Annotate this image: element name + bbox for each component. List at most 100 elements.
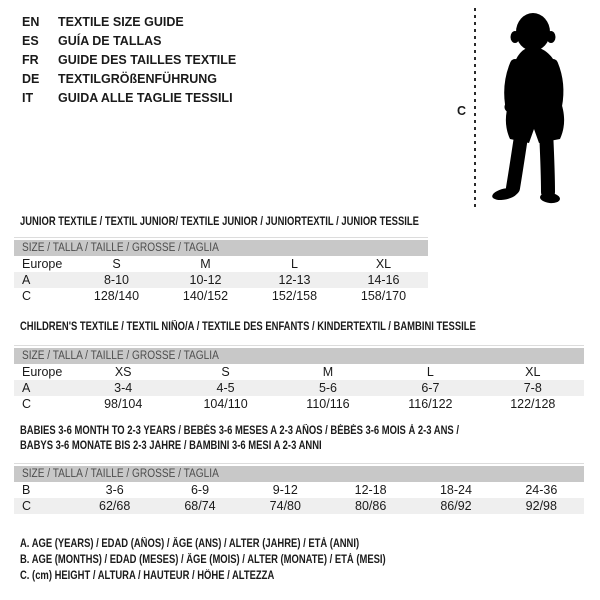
size-cell: XL [375, 257, 392, 271]
size-cell: 86/92 [413, 498, 499, 514]
lang-row-it: IT GUIDA ALLE TAGLIE TESSILI [22, 88, 236, 107]
lang-row-en: EN TEXTILE SIZE GUIDE [22, 12, 236, 31]
size-bar-label: SIZE / TALLA / TAILLE / GRÖSSE / TAGLIA [22, 350, 219, 362]
children-size-table: SIZE / TALLA / TAILLE / GRÖSSE / TAGLIA … [14, 348, 584, 412]
row-label: C [22, 397, 32, 411]
heading-text: CHILDREN'S TEXTILE / TEXTIL NIÑO/A / TEX… [20, 321, 476, 333]
size-cell: M [200, 257, 211, 271]
table-row-height: C 98/104 104/110 110/116 116/122 122/128 [14, 396, 584, 412]
size-cell: 5-6 [276, 380, 380, 396]
size-cell: 6-7 [379, 380, 482, 396]
divider [14, 463, 584, 464]
table-row-height: C 128/140 140/152 152/158 158/170 [14, 288, 428, 304]
heading-text-line1: BABIES 3-6 MONTH TO 2-3 YEARS / BEBÉS 3-… [20, 425, 459, 437]
size-cell: 18-24 [439, 483, 472, 497]
size-cell: M [322, 365, 334, 379]
size-cell: 9-12 [272, 483, 298, 497]
size-cell: 128/140 [93, 289, 140, 303]
lang-row-de: DE TEXTILGRÖßENFÜHRUNG [22, 69, 236, 88]
size-bar: SIZE / TALLA / TAILLE / GRÖSSE / TAGLIA [14, 348, 584, 364]
lang-title: GUÍA DE TALLAS [58, 33, 162, 48]
size-cell: L [291, 257, 298, 271]
size-cell: 104/110 [203, 397, 248, 411]
heading-text: JUNIOR TEXTILE / TEXTIL JUNIOR/ TEXTILE … [20, 216, 419, 228]
row-label: C [22, 289, 32, 303]
size-cell: 7-8 [481, 380, 584, 396]
row-label: Europe [22, 257, 63, 271]
size-cell: 152/158 [271, 289, 318, 303]
toddler-silhouette-icon [492, 13, 565, 204]
size-cell: 140/152 [182, 289, 229, 303]
size-cell: 24-36 [525, 483, 558, 497]
legend-text: C. (cm) HEIGHT / ALTURA / HAUTEUR / HÖHE… [20, 570, 275, 582]
size-cell: 62/68 [72, 498, 158, 514]
legend-line-a: A. AGE (YEARS) / EDAD (AÑOS) / ÂGE (ANS)… [20, 536, 466, 552]
size-cell: 110/116 [306, 397, 350, 411]
table-row-age: A 3-4 4-5 5-6 6-7 7-8 [14, 380, 584, 396]
heading-text-line2: BABYS 3-6 MONATE BIS 2-3 JAHRE / BAMBINI… [20, 440, 322, 452]
table-row-height: C 62/68 68/74 74/80 80/86 86/92 92/98 [14, 498, 584, 514]
size-cell: 12-13 [250, 272, 339, 288]
size-bar-label: SIZE / TALLA / TAILLE / GRÖSSE / TAGLIA [22, 242, 219, 254]
size-cell: 80/86 [327, 498, 414, 514]
babies-section-heading: BABIES 3-6 MONTH TO 2-3 YEARS / BEBÉS 3-… [20, 424, 555, 454]
row-label: Europe [22, 365, 63, 379]
lang-title: GUIDE DES TAILLES TEXTILE [58, 52, 237, 67]
divider [14, 237, 428, 238]
size-cell: S [112, 257, 121, 271]
lang-code: FR [22, 52, 39, 67]
size-cell: XS [114, 365, 132, 379]
lang-title: GUIDA ALLE TAGLIE TESSILI [58, 90, 233, 105]
lang-code: EN [22, 14, 40, 29]
size-cell: L [426, 365, 434, 379]
measurement-legend: A. AGE (YEARS) / EDAD (AÑOS) / ÂGE (ANS)… [20, 536, 466, 584]
height-measure-label: C [457, 104, 467, 118]
size-cell: 68/74 [157, 498, 243, 514]
size-cell: 116/122 [408, 397, 453, 411]
size-cell: 14-16 [339, 272, 428, 288]
lang-code: IT [22, 90, 34, 105]
size-cell: 158/170 [360, 289, 407, 303]
table-row-months: B 3-6 6-9 9-12 12-18 18-24 24-36 [14, 482, 584, 498]
row-label: A [14, 272, 72, 288]
size-bar-label: SIZE / TALLA / TAILLE / GRÖSSE / TAGLIA [22, 468, 219, 480]
row-label: C [14, 498, 72, 514]
height-dotted-line [474, 8, 476, 210]
size-cell: 6-9 [190, 483, 210, 497]
children-section-heading: CHILDREN'S TEXTILE / TEXTIL NIÑO/A / TEX… [20, 320, 576, 335]
lang-title: TEXTILGRÖßENFÜHRUNG [58, 71, 218, 86]
babies-size-table: SIZE / TALLA / TAILLE / GRÖSSE / TAGLIA … [14, 466, 584, 514]
size-cell: 3-4 [72, 380, 175, 396]
size-cell: 8-10 [72, 272, 161, 288]
legend-text: B. AGE (MONTHS) / EDAD (MESES) / ÂGE (MO… [20, 554, 386, 566]
legend-text: A. AGE (YEARS) / EDAD (AÑOS) / ÂGE (ANS)… [20, 538, 360, 550]
size-cell: S [221, 365, 230, 379]
junior-size-table: SIZE / TALLA / TAILLE / GRÖSSE / TAGLIA … [14, 240, 428, 304]
row-label: A [14, 380, 72, 396]
size-bar: SIZE / TALLA / TAILLE / GRÖSSE / TAGLIA [14, 466, 584, 482]
language-title-list: EN TEXTILE SIZE GUIDE ES GUÍA DE TALLAS … [22, 12, 236, 107]
lang-title: TEXTILE SIZE GUIDE [58, 14, 184, 29]
lang-row-fr: FR GUIDE DES TAILLES TEXTILE [22, 50, 236, 69]
size-cell: 3-6 [105, 483, 124, 497]
size-cell: 92/98 [498, 498, 584, 514]
legend-line-b: B. AGE (MONTHS) / EDAD (MESES) / ÂGE (MO… [20, 552, 466, 568]
lang-code: DE [22, 71, 40, 86]
size-cell: 74/80 [242, 498, 328, 514]
divider [14, 345, 584, 346]
table-row-age: A 8-10 10-12 12-13 14-16 [14, 272, 428, 288]
lang-row-es: ES GUÍA DE TALLAS [22, 31, 236, 50]
table-row-europe: Europe S M L XL [14, 256, 428, 272]
size-cell: 10-12 [161, 272, 250, 288]
table-row-europe: Europe XS S M L XL [14, 364, 584, 380]
lang-code: ES [22, 33, 39, 48]
size-bar: SIZE / TALLA / TAILLE / GRÖSSE / TAGLIA [14, 240, 428, 256]
size-cell: 122/128 [510, 397, 556, 411]
size-cell: XL [525, 365, 541, 379]
size-cell: 4-5 [174, 380, 277, 396]
size-cell: 12-18 [354, 483, 387, 497]
size-cell: 98/104 [104, 397, 143, 411]
legend-line-c: C. (cm) HEIGHT / ALTURA / HAUTEUR / HÖHE… [20, 568, 466, 584]
junior-section-heading: JUNIOR TEXTILE / TEXTIL JUNIOR/ TEXTILE … [20, 215, 506, 230]
